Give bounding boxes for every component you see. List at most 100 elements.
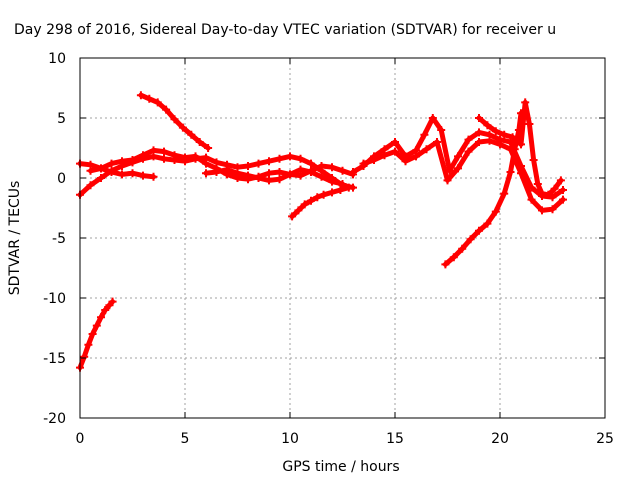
data-point bbox=[275, 154, 284, 163]
data-point bbox=[294, 206, 303, 215]
data-point bbox=[212, 168, 221, 176]
data-point bbox=[160, 154, 168, 163]
data-point bbox=[286, 152, 294, 161]
data-point bbox=[149, 172, 158, 181]
data-point bbox=[485, 136, 494, 145]
data-point bbox=[244, 171, 252, 180]
data-point bbox=[307, 168, 315, 176]
data-point bbox=[153, 98, 162, 107]
data-point bbox=[254, 159, 263, 168]
y-tick-label: -20 bbox=[43, 411, 66, 427]
series-1 bbox=[76, 297, 117, 372]
data-point bbox=[548, 193, 557, 202]
data-point bbox=[86, 181, 95, 190]
data-point bbox=[466, 235, 475, 244]
series-6 bbox=[136, 91, 213, 152]
data-point bbox=[475, 114, 483, 122]
data-point bbox=[275, 168, 284, 176]
data-point bbox=[433, 138, 441, 146]
series-9 bbox=[359, 136, 567, 215]
data-point bbox=[359, 159, 368, 168]
data-point bbox=[233, 169, 242, 178]
data-point bbox=[506, 138, 515, 146]
data-point bbox=[202, 169, 210, 178]
data-point bbox=[187, 130, 196, 139]
data-point bbox=[86, 166, 95, 175]
data-point bbox=[428, 114, 437, 122]
data-point bbox=[391, 147, 399, 156]
series-5 bbox=[202, 165, 347, 188]
data-point bbox=[204, 144, 213, 152]
data-point bbox=[491, 127, 500, 136]
data-point bbox=[88, 330, 97, 338]
data-point bbox=[559, 195, 567, 204]
chart-title: Day 298 of 2016, Sidereal Day-to-day VTE… bbox=[14, 22, 556, 38]
data-point bbox=[181, 153, 189, 162]
data-point bbox=[307, 159, 315, 168]
data-point bbox=[108, 297, 117, 306]
y-tick-label: -5 bbox=[52, 231, 66, 247]
data-point bbox=[550, 184, 559, 193]
data-point bbox=[483, 219, 492, 228]
data-point bbox=[464, 135, 473, 144]
data-point bbox=[149, 146, 158, 155]
data-point bbox=[139, 171, 147, 180]
data-point bbox=[533, 180, 542, 188]
data-point bbox=[422, 145, 431, 154]
data-point bbox=[202, 159, 210, 168]
data-point bbox=[328, 163, 336, 172]
y-axis-label: SDTVAR / TECUs bbox=[7, 181, 23, 296]
y-tick-label: -15 bbox=[43, 351, 66, 367]
data-point bbox=[170, 151, 179, 160]
data-point bbox=[139, 151, 147, 160]
y-tick-label: 5 bbox=[57, 111, 66, 127]
series-trace bbox=[350, 115, 566, 200]
data-point bbox=[475, 226, 483, 235]
data-point bbox=[178, 123, 187, 132]
data-point bbox=[529, 156, 538, 164]
series-trace bbox=[361, 138, 566, 213]
data-point bbox=[97, 174, 105, 182]
y-tick-label: -10 bbox=[43, 291, 66, 307]
data-point bbox=[265, 157, 273, 166]
data-point bbox=[296, 165, 305, 174]
data-point bbox=[443, 176, 452, 185]
data-point bbox=[491, 207, 500, 216]
x-tick-label: 5 bbox=[181, 431, 190, 447]
data-point bbox=[449, 253, 458, 262]
data-point bbox=[128, 169, 137, 178]
x-tick-label: 20 bbox=[491, 431, 509, 447]
data-point bbox=[548, 205, 557, 214]
data-point bbox=[244, 162, 252, 170]
data-point bbox=[317, 162, 326, 170]
series-11 bbox=[475, 98, 565, 199]
data-point bbox=[517, 140, 525, 149]
data-point bbox=[195, 138, 204, 146]
series-7 bbox=[288, 183, 353, 221]
data-point bbox=[437, 126, 446, 134]
data-series bbox=[76, 91, 567, 372]
data-point bbox=[162, 105, 171, 114]
data-point bbox=[506, 168, 515, 176]
data-point bbox=[101, 306, 110, 314]
data-point bbox=[380, 151, 389, 160]
data-point bbox=[300, 200, 309, 209]
data-point bbox=[464, 147, 473, 156]
data-point bbox=[97, 313, 105, 322]
data-point bbox=[118, 170, 126, 179]
data-point bbox=[92, 321, 101, 330]
data-point bbox=[370, 156, 378, 164]
data-point bbox=[107, 168, 116, 176]
data-point bbox=[538, 189, 546, 198]
data-point bbox=[483, 121, 492, 130]
data-point bbox=[525, 120, 534, 128]
data-point bbox=[223, 165, 231, 174]
data-point bbox=[441, 260, 450, 269]
data-point bbox=[556, 176, 565, 185]
data-point bbox=[317, 172, 326, 181]
data-point bbox=[412, 152, 420, 161]
x-tick-label: 0 bbox=[76, 431, 85, 447]
data-point bbox=[391, 138, 399, 146]
data-point bbox=[500, 189, 509, 198]
data-point bbox=[97, 164, 105, 173]
